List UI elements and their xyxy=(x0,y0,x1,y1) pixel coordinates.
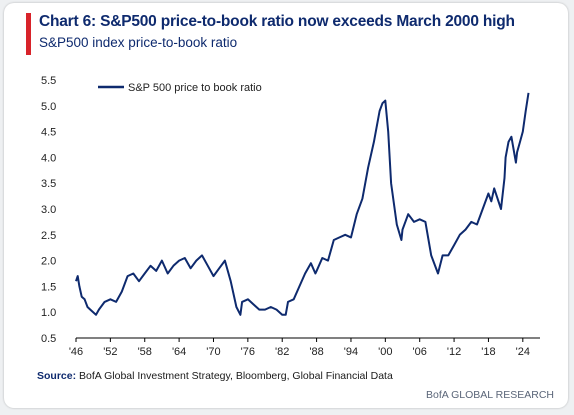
x-tick-label: '12 xyxy=(447,346,461,358)
y-tick-label: 1.0 xyxy=(41,307,56,319)
y-tick-label: 3.5 xyxy=(41,178,56,190)
y-tick-label: 2.5 xyxy=(41,230,56,242)
chart-title: Chart 6: S&P500 price-to-book ratio now … xyxy=(39,13,515,30)
y-tick-label: 1.5 xyxy=(41,281,56,293)
x-tick-label: '58 xyxy=(138,346,152,358)
title-accent-bar xyxy=(26,13,31,55)
y-tick-label: 4.0 xyxy=(41,152,56,164)
chart-card: Chart 6: S&P500 price-to-book ratio now … xyxy=(4,3,568,408)
x-tick-label: '52 xyxy=(103,346,117,358)
y-tick-label: 2.0 xyxy=(41,256,56,268)
x-tick-label: '00 xyxy=(378,346,392,358)
x-tick-label: '24 xyxy=(516,346,530,358)
chart-axes: 0.5 1.0 1.5 2.0 2.5 3.0 3.5 4.0 4.5 5.0 5.5 '46 '52 '… xyxy=(41,75,540,358)
x-tick-label: '94 xyxy=(344,346,358,358)
x-tick-label: '46 xyxy=(69,346,83,358)
y-tick-label: 3.0 xyxy=(41,204,56,216)
x-tick-label: '06 xyxy=(413,346,427,358)
chart-subtitle: S&P500 index price-to-book ratio xyxy=(39,35,238,50)
footer-brand: BofA GLOBAL RESEARCH xyxy=(426,389,554,401)
x-tick-label: '64 xyxy=(172,346,186,358)
source-note: Source: BofA Global Investment Strategy,… xyxy=(37,370,393,382)
y-tick-label: 4.5 xyxy=(41,127,56,139)
x-tick-label: '88 xyxy=(309,346,323,358)
x-tick-label: '70 xyxy=(206,346,220,358)
y-tick-label: 5.5 xyxy=(41,75,56,87)
source-label: Source: xyxy=(37,370,77,382)
chart-legend: S&P 500 price to book ratio xyxy=(98,82,262,94)
x-tick-label: '76 xyxy=(241,346,255,358)
y-tick-label: 0.5 xyxy=(41,333,56,345)
x-tick-label: '82 xyxy=(275,346,289,358)
source-text: BofA Global Investment Strategy, Bloombe… xyxy=(79,370,393,382)
x-tick-label: '18 xyxy=(481,346,495,358)
y-tick-label: 5.0 xyxy=(41,101,56,113)
chart-series xyxy=(75,92,530,316)
series-line xyxy=(75,92,530,316)
legend-label: S&P 500 price to book ratio xyxy=(128,82,262,94)
